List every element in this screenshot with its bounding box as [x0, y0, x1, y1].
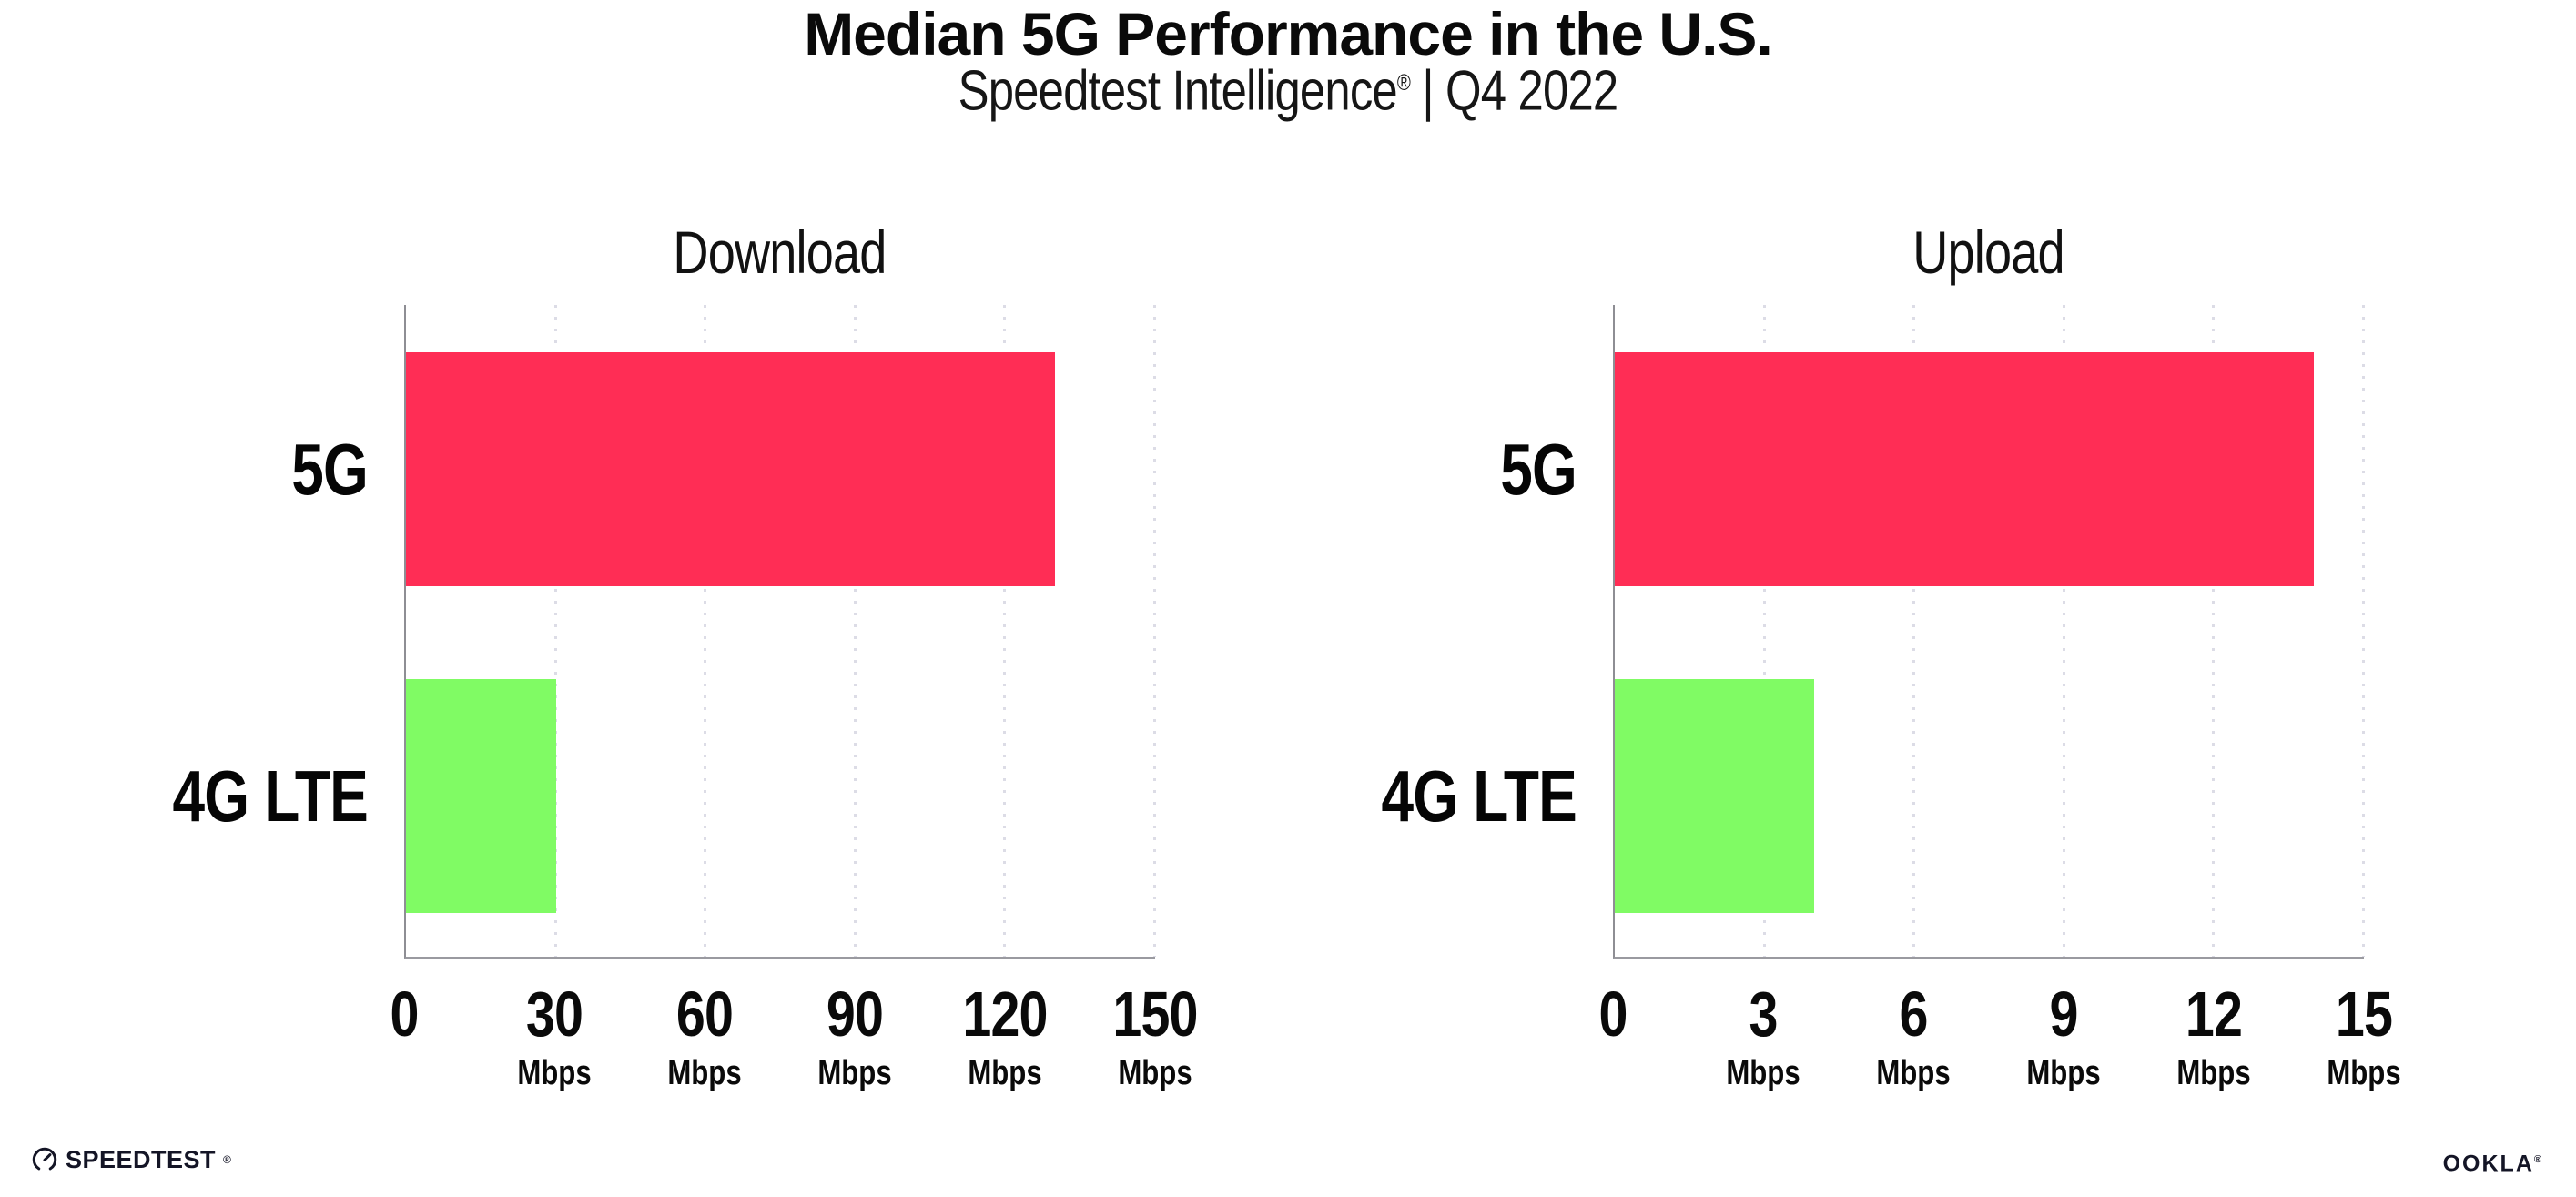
x-tick-0: 0 — [1598, 979, 1628, 1050]
gridline-6 — [1912, 305, 1916, 957]
x-tick-unit: Mbps — [2327, 1054, 2401, 1092]
gridline-12 — [2212, 305, 2216, 957]
ookla-wordmark: OOKLA — [2442, 1151, 2534, 1177]
bar-4g-lte — [406, 679, 556, 913]
x-tick-15: 15 Mbps — [2327, 981, 2400, 1092]
x-tick-value: 90 — [826, 979, 884, 1050]
speedtest-wordmark: SPEEDTEST — [66, 1146, 217, 1173]
chart-title-download: Download — [673, 218, 887, 286]
upload-x-axis: 0 3 Mbps 6 Mbps 9 Mbps 12 Mbps 15 Mbps — [1598, 981, 2400, 1109]
x-tick-0: 0 — [390, 979, 419, 1050]
download-plot-area: 5G 4G LTE — [173, 305, 1156, 959]
x-tick-value: 15 — [2335, 979, 2393, 1050]
category-label-4g-lte: 4G LTE — [172, 756, 369, 837]
ookla-logo: OOKLA® — [2443, 1147, 2543, 1176]
x-tick-6: 6 Mbps — [1876, 981, 1950, 1092]
x-tick-unit: Mbps — [517, 1054, 592, 1092]
gridline-30 — [553, 305, 557, 957]
x-tick-value: 3 — [1749, 979, 1778, 1050]
x-tick-unit: Mbps — [2026, 1054, 2101, 1092]
gridline-15 — [2362, 305, 2365, 957]
registered-trademark-icon: ® — [1396, 71, 1411, 96]
x-tick-unit: Mbps — [817, 1054, 892, 1092]
gridline-120 — [1003, 305, 1007, 957]
x-tick-value: 30 — [525, 979, 583, 1050]
bar-5g — [406, 352, 1056, 586]
x-tick-9: 9 Mbps — [2026, 981, 2100, 1092]
x-tick-12: 12 Mbps — [2176, 981, 2250, 1092]
upload-plot-area: 5G 4G LTE — [1382, 305, 2365, 959]
gridline-60 — [704, 305, 707, 957]
gridline-150 — [1153, 305, 1156, 957]
speedtest-logo: SPEEDTEST ® — [31, 1145, 231, 1174]
x-tick-value: 0 — [390, 979, 419, 1050]
page-title: Median 5G Performance in the U.S. — [804, 0, 1773, 67]
bar-4g-lte — [1615, 679, 1815, 913]
speedtest-gauge-icon — [32, 1147, 57, 1172]
x-tick-120: 120 Mbps — [962, 979, 1048, 1092]
x-tick-60: 60 Mbps — [667, 981, 741, 1092]
category-label-5g: 5G — [291, 429, 369, 510]
x-tick-value: 12 — [2185, 979, 2243, 1050]
page-subtitle: Speedtest Intelligence® | Q4 2022 — [232, 51, 2345, 125]
gridline-90 — [853, 305, 857, 957]
gridline-9 — [2062, 305, 2065, 957]
chart-title-upload: Upload — [1912, 218, 2064, 286]
x-tick-value: 120 — [962, 979, 1048, 1050]
x-tick-150: 150 Mbps — [1112, 979, 1198, 1092]
x-tick-value: 0 — [1598, 979, 1628, 1050]
download-x-axis: 0 30 Mbps 60 Mbps 90 Mbps 120 Mbps 150 Mbps — [390, 979, 1198, 1109]
ookla-registered-mark: ® — [2533, 1154, 2543, 1165]
subtitle-brand: Speedtest Intelligence — [958, 59, 1398, 123]
speedtest-registered-mark: ® — [223, 1153, 231, 1166]
x-tick-unit: Mbps — [968, 1054, 1042, 1092]
x-tick-unit: Mbps — [1876, 1054, 1951, 1092]
x-tick-unit: Mbps — [1726, 1054, 1800, 1092]
x-tick-90: 90 Mbps — [817, 981, 891, 1092]
x-tick-unit: Mbps — [1118, 1054, 1192, 1092]
x-tick-unit: Mbps — [2176, 1054, 2251, 1092]
category-label-4g-lte: 4G LTE — [1381, 756, 1577, 837]
x-tick-3: 3 Mbps — [1726, 981, 1800, 1092]
x-tick-value: 150 — [1112, 979, 1198, 1050]
x-tick-30: 30 Mbps — [517, 981, 591, 1092]
x-tick-unit: Mbps — [667, 1054, 742, 1092]
category-label-5g: 5G — [1500, 429, 1577, 510]
gridline-3 — [1762, 305, 1766, 957]
x-tick-value: 9 — [2049, 979, 2078, 1050]
subtitle-period: | Q4 2022 — [1410, 59, 1618, 123]
x-tick-value: 60 — [675, 979, 734, 1050]
x-tick-value: 6 — [1899, 979, 1928, 1050]
bar-5g — [1615, 352, 2315, 586]
